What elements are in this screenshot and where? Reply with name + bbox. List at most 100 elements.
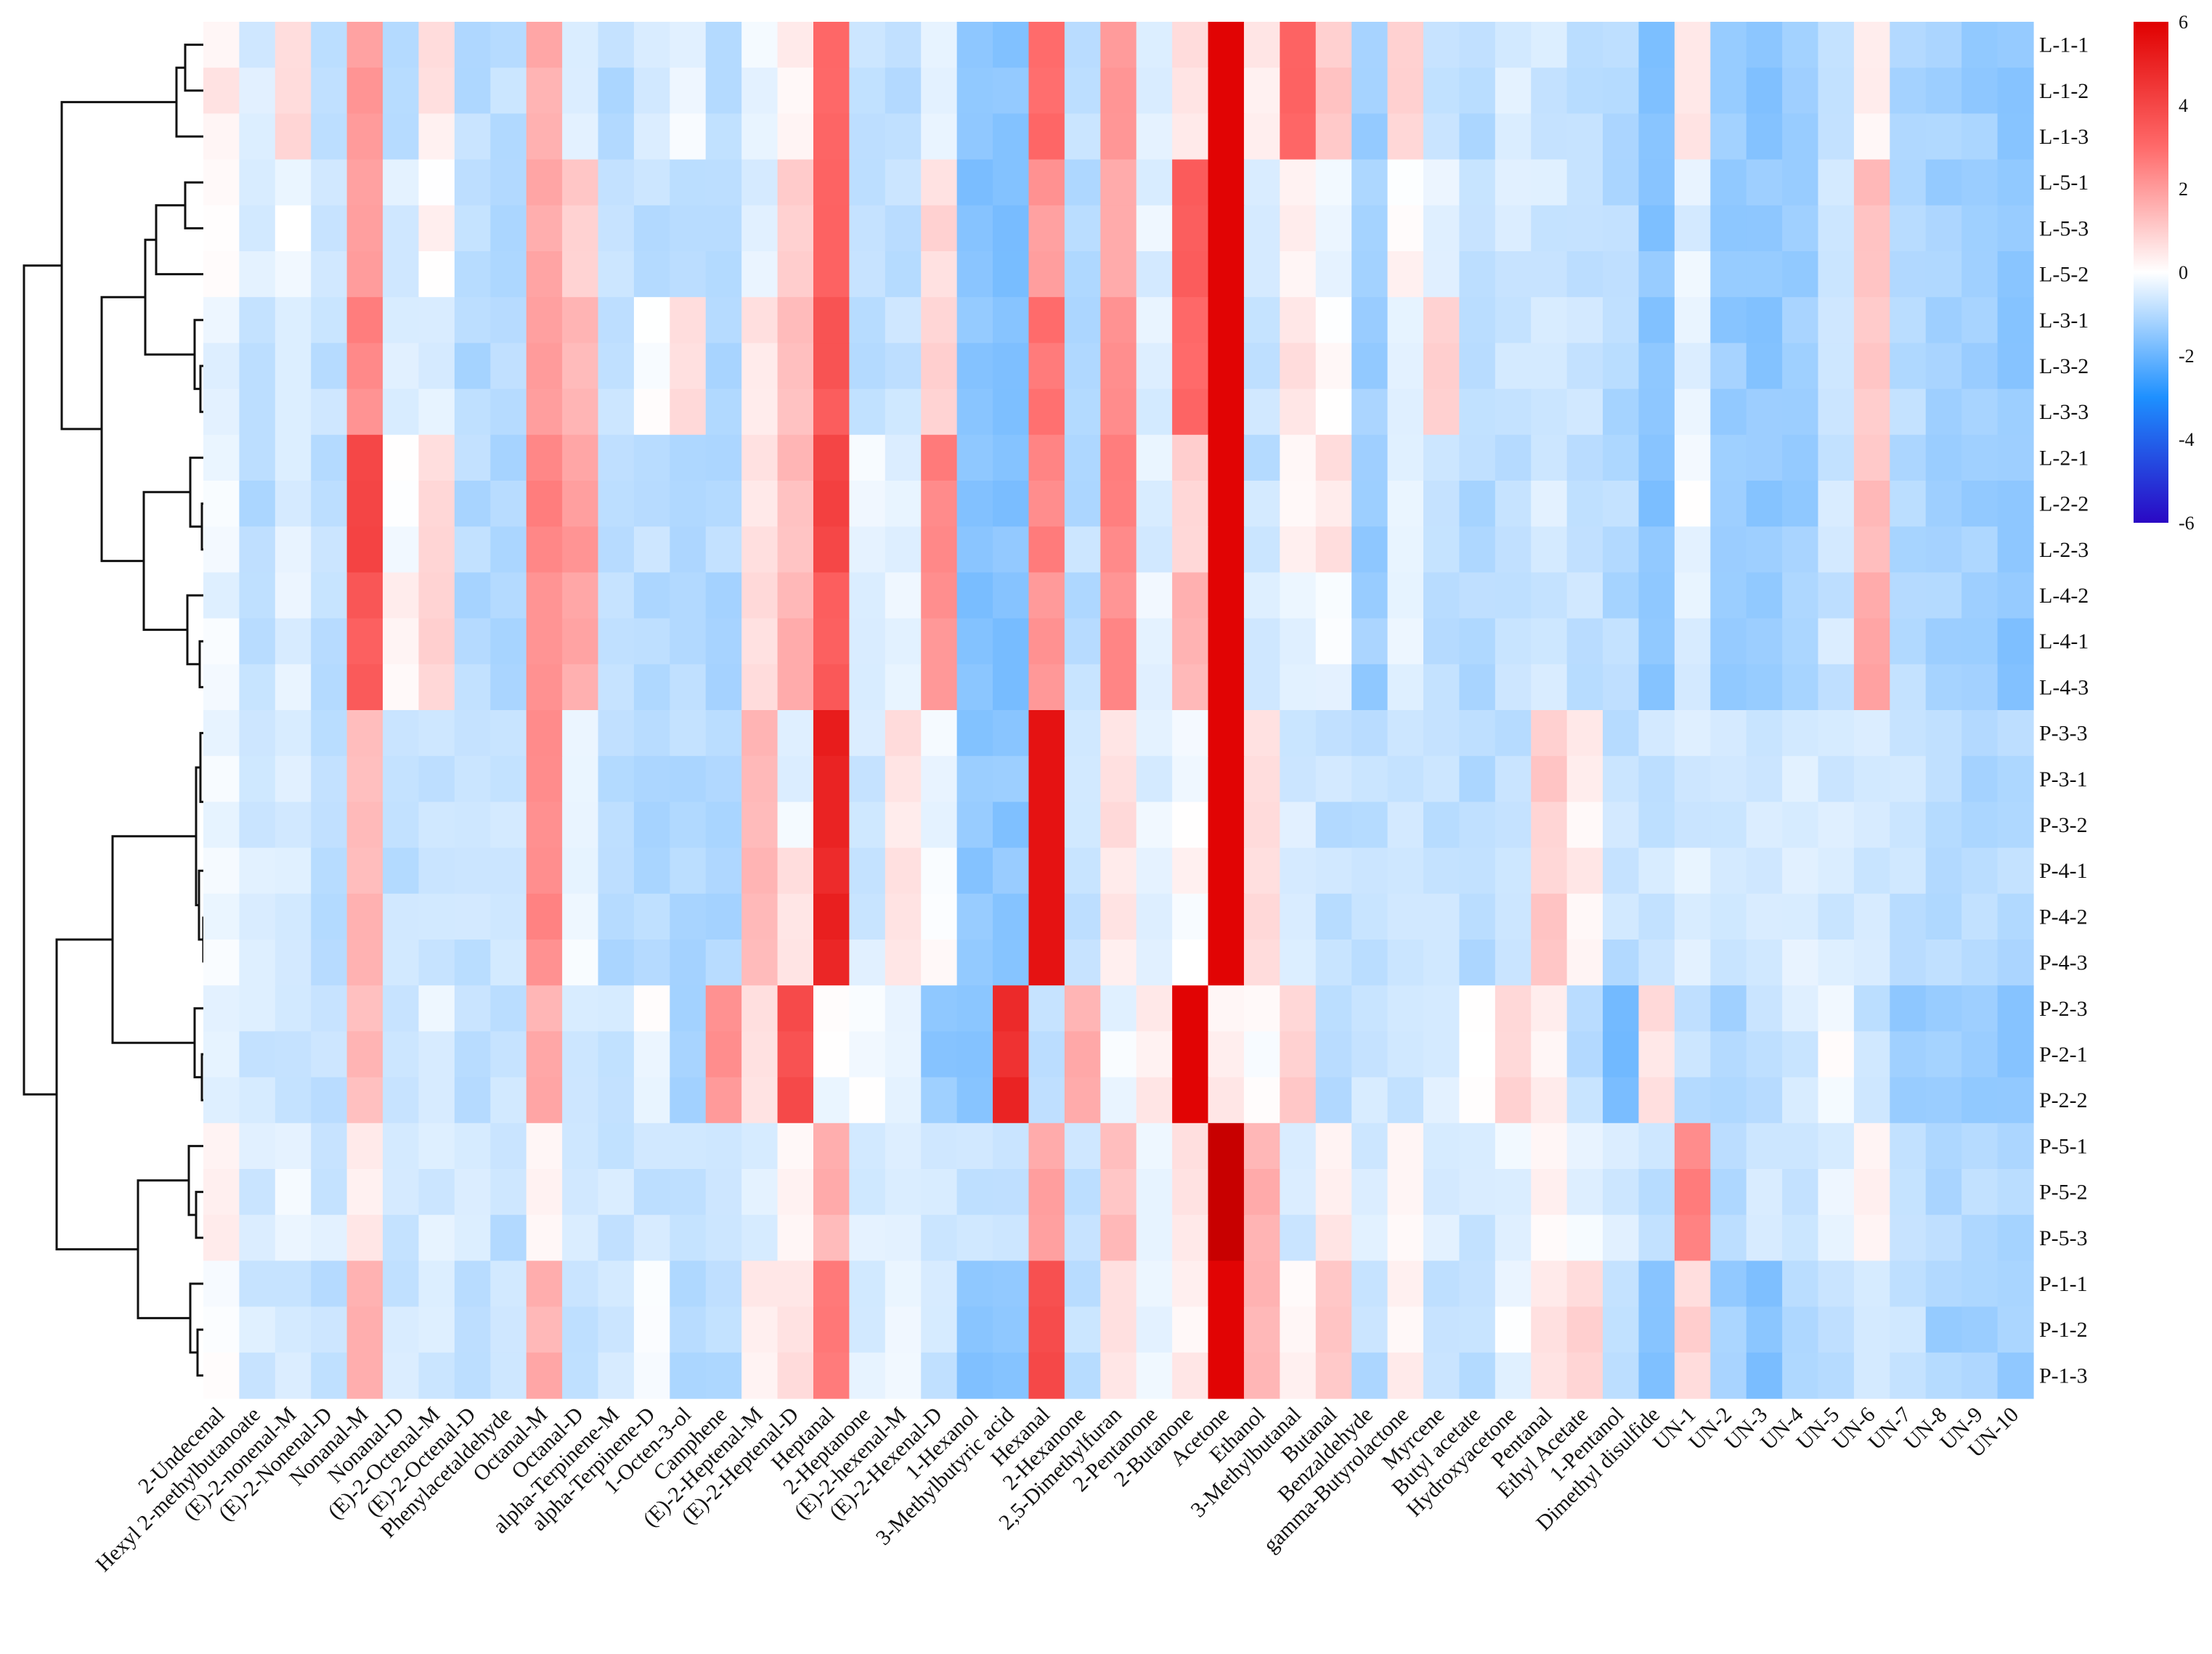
heatmap-cell xyxy=(1925,847,1962,895)
heatmap-cell xyxy=(1351,22,1388,68)
heatmap-cell xyxy=(311,388,348,436)
heatmap-cell xyxy=(239,388,276,436)
heatmap-cell xyxy=(1531,22,1568,68)
heatmap-cell xyxy=(633,1031,670,1078)
heatmap-cell xyxy=(1638,1352,1675,1399)
heatmap-cell xyxy=(741,526,778,573)
heatmap-cell xyxy=(1925,1123,1962,1170)
heatmap-cell xyxy=(777,1306,814,1353)
heatmap-cell xyxy=(885,664,922,711)
heatmap-cell xyxy=(1243,1215,1280,1261)
heatmap-cell xyxy=(1315,526,1352,573)
heatmap-cell xyxy=(562,847,599,895)
heatmap-cell xyxy=(1208,1077,1245,1124)
heatmap-cell xyxy=(777,1031,814,1078)
heatmap-cell xyxy=(1100,618,1137,665)
heatmap-cell xyxy=(1459,1169,1496,1215)
heatmap-cell xyxy=(526,940,563,986)
heatmap-cell xyxy=(1853,297,1890,343)
heatmap-cell xyxy=(1746,572,1783,619)
heatmap-cell xyxy=(633,388,670,436)
heatmap-cell xyxy=(921,1352,958,1399)
heatmap-cell xyxy=(1853,572,1890,619)
heatmap-cell xyxy=(885,618,922,665)
heatmap-cell xyxy=(1423,1306,1460,1353)
heatmap-cell xyxy=(1387,22,1424,68)
heatmap-cell xyxy=(1315,1123,1352,1170)
heatmap-cell xyxy=(1495,710,1532,757)
heatmap-cell xyxy=(1853,1260,1890,1308)
heatmap-cell xyxy=(1351,1077,1388,1124)
heatmap-cell xyxy=(346,847,383,895)
heatmap-cell xyxy=(1818,664,1855,711)
heatmap-cell xyxy=(993,664,1030,711)
heatmap-cell xyxy=(921,1215,958,1261)
heatmap-cell xyxy=(1997,847,2034,895)
heatmap-cell xyxy=(705,664,742,711)
heatmap-cell xyxy=(1638,985,1675,1032)
heatmap-cell xyxy=(1208,1123,1245,1170)
heatmap-cell xyxy=(956,664,993,711)
heatmap-cell xyxy=(1853,526,1890,573)
heatmap-cell xyxy=(454,1031,491,1078)
heatmap-cell xyxy=(1351,297,1388,343)
heatmap-cell xyxy=(1782,343,1819,390)
heatmap-cell xyxy=(598,893,635,940)
heatmap-cell xyxy=(741,1077,778,1124)
heatmap-cell xyxy=(670,1123,707,1170)
heatmap-cell xyxy=(1136,113,1173,160)
heatmap-cell xyxy=(1710,1031,1747,1078)
heatmap-cell xyxy=(1710,205,1747,252)
heatmap-cell xyxy=(598,22,635,68)
heatmap-cell xyxy=(1208,159,1245,206)
heatmap-cell xyxy=(1459,343,1496,390)
heatmap-cell xyxy=(993,1352,1030,1399)
heatmap-cell xyxy=(1243,893,1280,940)
heatmap-cell xyxy=(562,893,599,940)
heatmap-cell xyxy=(1028,388,1065,436)
heatmap-cell xyxy=(1890,1169,1927,1215)
heatmap-cell xyxy=(1853,481,1890,527)
heatmap-cell xyxy=(1853,1031,1890,1078)
heatmap-cell xyxy=(454,434,491,481)
heatmap-cell xyxy=(813,481,850,527)
heatmap-cell xyxy=(741,22,778,68)
heatmap-cell xyxy=(454,113,491,160)
heatmap-cell xyxy=(1853,664,1890,711)
heatmap-cell xyxy=(633,847,670,895)
heatmap-cell xyxy=(418,434,455,481)
heatmap-cell xyxy=(1818,710,1855,757)
heatmap-cell xyxy=(562,1031,599,1078)
heatmap-cell xyxy=(275,664,312,711)
dendrogram-branch xyxy=(100,296,145,563)
heatmap-cell xyxy=(1280,297,1317,343)
heatmap-cell xyxy=(311,756,348,802)
heatmap-cell xyxy=(1890,756,1927,802)
heatmap-cell xyxy=(1746,664,1783,711)
heatmap-cell xyxy=(849,940,886,986)
heatmap-cell xyxy=(203,526,240,573)
heatmap-cell xyxy=(1208,68,1245,114)
heatmap-cell xyxy=(1782,1123,1819,1170)
heatmap-cell xyxy=(633,343,670,390)
heatmap-cell xyxy=(1925,343,1962,390)
heatmap-cell xyxy=(741,205,778,252)
heatmap-cell xyxy=(1495,618,1532,665)
heatmap-cell xyxy=(1603,802,1640,849)
heatmap-cell xyxy=(1853,68,1890,114)
heatmap-cell xyxy=(1351,1352,1388,1399)
heatmap-cell xyxy=(1064,1031,1101,1078)
heatmap-cell xyxy=(1172,22,1209,68)
heatmap-cell xyxy=(1997,710,2034,757)
heatmap-cell xyxy=(1136,618,1173,665)
heatmap-cell xyxy=(1459,251,1496,298)
heatmap-cell xyxy=(1136,710,1173,757)
heatmap-cell xyxy=(1136,159,1173,206)
heatmap-cell xyxy=(1638,205,1675,252)
heatmap-cell xyxy=(1064,618,1101,665)
heatmap-cell xyxy=(1495,113,1532,160)
heatmap-cell xyxy=(921,297,958,343)
heatmap-cell xyxy=(1818,343,1855,390)
heatmap-cell xyxy=(490,251,527,298)
